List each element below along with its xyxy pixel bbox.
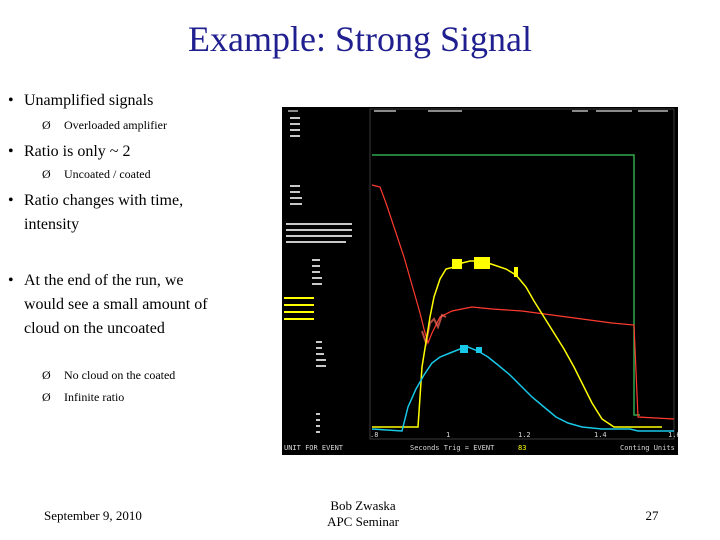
- sub-bullet-text: Infinite ratio: [64, 390, 125, 404]
- oscilloscope-screenshot: UNIT FOR EVENT .8 1 1.2 1.4 1.6 Seconds …: [282, 107, 678, 455]
- sub-bullet-item: Ø Uncoated / coated: [42, 166, 151, 182]
- arrow-bullet-icon: Ø: [42, 167, 51, 181]
- sub-bullet-item: Ø Infinite ratio: [42, 389, 124, 405]
- footer-presenter: Bob Zwaska APC Seminar: [300, 498, 426, 530]
- sub-bullet-text: Uncoated / coated: [64, 167, 151, 181]
- bullet-text: Ratio changes with time, intensity: [24, 192, 184, 233]
- cyan-blocks: [460, 345, 482, 353]
- event-name: APC Seminar: [327, 514, 399, 529]
- x-tick-label: 1.6: [668, 431, 678, 439]
- slide-number: 27: [645, 508, 659, 523]
- footer-date: September 9, 2010: [44, 508, 142, 523]
- bullet-item: • At the end of the run, we would see a …: [8, 269, 208, 341]
- header-readout: [288, 110, 668, 112]
- event-number: 83: [518, 444, 526, 452]
- sub-bullet-text: Overloaded amplifier: [64, 118, 167, 132]
- x-tick-label: 1: [446, 431, 450, 439]
- yellow-readouts: [284, 297, 314, 320]
- bullet-text: Ratio is only ~ 2: [24, 143, 131, 160]
- channel-readouts: [286, 117, 352, 433]
- x-tick-label: 1.2: [518, 431, 531, 439]
- green-trace: [372, 154, 640, 416]
- x-tick-label: .8: [370, 431, 378, 439]
- units-label: Conting Units: [620, 444, 675, 452]
- presenter-name: Bob Zwaska: [330, 498, 396, 513]
- scope-background: [282, 107, 678, 455]
- bullet-dot-icon: •: [8, 92, 14, 109]
- bullet-item: • Unamplified signals: [8, 89, 213, 113]
- x-caption: Seconds Trig = EVENT: [410, 444, 495, 452]
- bullet-dot-icon: •: [8, 192, 14, 209]
- sub-bullet-item: Ø No cloud on the coated: [42, 367, 175, 383]
- unit-label: UNIT FOR EVENT: [284, 444, 344, 452]
- arrow-bullet-icon: Ø: [42, 368, 51, 382]
- bullet-item: • Ratio is only ~ 2: [8, 140, 213, 164]
- bullet-dot-icon: •: [8, 143, 14, 160]
- cyan-trace: [371, 346, 674, 432]
- x-tick-label: 1.4: [594, 431, 607, 439]
- bullet-item: • Ratio changes with time, intensity: [8, 189, 213, 237]
- arrow-bullet-icon: Ø: [42, 118, 51, 132]
- bullet-dot-icon: •: [8, 272, 14, 289]
- bullet-text: At the end of the run, we would see a sm…: [24, 272, 208, 337]
- sub-bullet-item: Ø Overloaded amplifier: [42, 117, 167, 133]
- yellow-trace: [372, 260, 662, 428]
- arrow-bullet-icon: Ø: [42, 390, 51, 404]
- slide-title: Example: Strong Signal: [188, 19, 532, 59]
- bullet-text: Unamplified signals: [24, 92, 154, 109]
- plot-frame: [369, 108, 675, 440]
- red-trace: [371, 184, 675, 420]
- yellow-blocks: [452, 257, 518, 277]
- sub-bullet-text: No cloud on the coated: [64, 368, 176, 382]
